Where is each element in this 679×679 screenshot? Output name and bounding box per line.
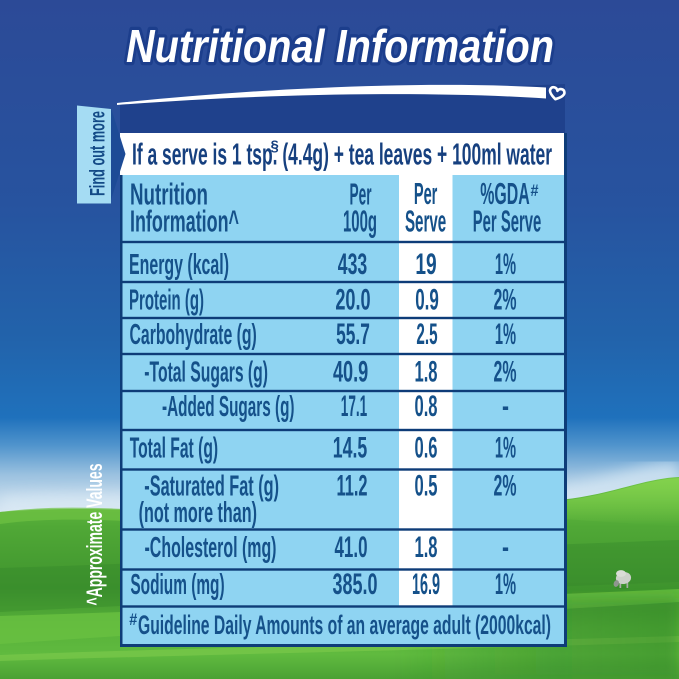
svg-text:40.9: 40.9 <box>333 356 368 389</box>
svg-text:§: § <box>271 138 279 155</box>
svg-text:Guideline Daily Amounts of an: Guideline Daily Amounts of an average ad… <box>138 610 551 640</box>
svg-text:Sodium (mg): Sodium (mg) <box>130 569 224 601</box>
svg-text:0.6: 0.6 <box>415 432 438 465</box>
svg-text:1%: 1% <box>495 248 516 281</box>
svg-text:0.9: 0.9 <box>415 284 439 317</box>
svg-text:100g: 100g <box>343 204 377 239</box>
svg-text:(not more than): (not more than) <box>139 497 257 529</box>
svg-text:Find out more: Find out more <box>85 111 109 196</box>
svg-text:433: 433 <box>338 248 368 281</box>
svg-text:Per: Per <box>414 176 438 211</box>
svg-text:#: # <box>531 181 539 200</box>
svg-text:41.0: 41.0 <box>335 531 368 564</box>
svg-text:^Approximate Values: ^Approximate Values <box>82 464 107 606</box>
svg-text:-Saturated Fat (g): -Saturated Fat (g) <box>144 471 279 503</box>
svg-text:Nutrition: Nutrition <box>130 177 208 212</box>
svg-text:-: - <box>502 531 509 564</box>
svg-text:17.1: 17.1 <box>341 390 368 423</box>
svg-text:If a serve is 1 tsp. (4.4g) +: If a serve is 1 tsp. (4.4g) + tea leaves… <box>132 137 552 172</box>
svg-text:1.8: 1.8 <box>415 356 438 389</box>
svg-text:55.7: 55.7 <box>336 318 370 351</box>
svg-text:1%: 1% <box>495 568 516 601</box>
svg-text:0.5: 0.5 <box>415 470 438 503</box>
svg-text:Nutritional Information: Nutritional Information <box>126 20 554 72</box>
svg-text:1%: 1% <box>495 432 516 465</box>
svg-text:Total Fat (g): Total Fat (g) <box>130 433 218 465</box>
svg-text:-: - <box>502 390 509 423</box>
svg-text:-Cholesterol (mg): -Cholesterol (mg) <box>145 532 277 564</box>
svg-text:0.8: 0.8 <box>415 390 438 423</box>
svg-text:20.0: 20.0 <box>335 284 370 317</box>
svg-text:%GDA: %GDA <box>480 176 529 211</box>
svg-text:2%: 2% <box>494 356 517 389</box>
svg-text:14.5: 14.5 <box>333 432 367 465</box>
svg-text:Information^: Information^ <box>130 204 239 239</box>
svg-text:19: 19 <box>415 248 436 281</box>
svg-text:Serve: Serve <box>405 204 446 239</box>
svg-text:-Total Sugars (g): -Total Sugars (g) <box>144 357 268 389</box>
svg-text:2%: 2% <box>494 470 517 503</box>
svg-text:16.9: 16.9 <box>412 568 440 601</box>
svg-text:Energy (kcal): Energy (kcal) <box>129 249 229 281</box>
svg-text:11.2: 11.2 <box>337 470 368 503</box>
svg-text:Carbohydrate (g): Carbohydrate (g) <box>130 319 257 351</box>
svg-text:#: # <box>129 610 137 629</box>
svg-text:2%: 2% <box>494 284 517 317</box>
svg-text:1.8: 1.8 <box>415 531 438 564</box>
svg-text:Per Serve: Per Serve <box>473 204 541 239</box>
svg-text:Per: Per <box>350 177 372 212</box>
svg-text:Protein (g): Protein (g) <box>129 285 204 317</box>
svg-text:-Added Sugars (g): -Added Sugars (g) <box>162 391 295 423</box>
svg-text:385.0: 385.0 <box>333 568 378 601</box>
svg-text:2.5: 2.5 <box>416 318 437 351</box>
svg-text:1%: 1% <box>495 318 516 351</box>
